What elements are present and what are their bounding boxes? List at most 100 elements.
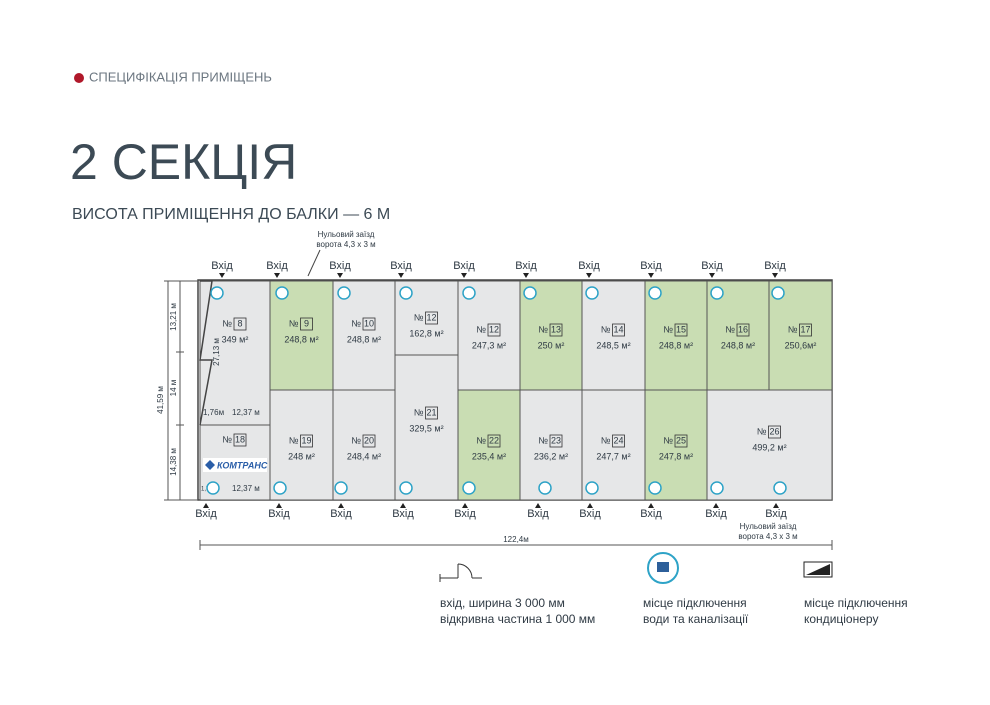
entrance-label: Вхід (701, 260, 723, 272)
room-number-box (362, 317, 376, 331)
title: 2 СЕКЦІЯ (70, 134, 297, 190)
room-no: № (757, 426, 767, 436)
dimension: 41,59 м (156, 386, 165, 414)
entrance-label: Вхід (527, 508, 549, 520)
entrance-label: Вхід (765, 508, 787, 520)
gate-label: Нульовий заїзд (318, 230, 375, 239)
bullet (74, 73, 84, 83)
leader (307, 249, 321, 277)
logo: КОМТРАНС (217, 460, 268, 470)
entrance-arrow (535, 503, 541, 508)
entrance-arrow (203, 503, 209, 508)
room (706, 389, 833, 501)
room-number: 12 (426, 312, 436, 322)
water-point (648, 286, 662, 300)
entrance-arrow (461, 273, 467, 278)
water-point (399, 481, 413, 495)
room-number: 22 (489, 435, 499, 445)
room-area: 247,3 м² (472, 340, 506, 350)
logo-mark (205, 460, 215, 470)
entrance-arrow (338, 503, 344, 508)
room (394, 354, 459, 501)
room-area: 248,4 м² (347, 451, 381, 461)
dimension: 1,76м (203, 408, 224, 417)
room-area: 248,8 м² (721, 340, 755, 350)
dimension: 27,13 м (212, 338, 221, 366)
room-area: 248,8 м² (284, 334, 318, 344)
room-no: № (538, 324, 548, 334)
room-number-box (549, 434, 563, 448)
entrance-arrow (462, 503, 468, 508)
room-number: 17 (800, 324, 810, 334)
logo-bg (203, 458, 267, 472)
water-point (771, 286, 785, 300)
entrance-arrow (713, 503, 719, 508)
room-number: 12 (489, 324, 499, 334)
room-no: № (289, 435, 299, 445)
room-area: 349 м² (222, 334, 249, 344)
entrance-label: Вхід (454, 508, 476, 520)
room (199, 280, 271, 426)
entrance-label: Вхід (392, 508, 414, 520)
room-number-box (425, 406, 438, 420)
room-number-box (674, 323, 688, 337)
room-number: 19 (301, 435, 311, 445)
room-no: № (663, 435, 673, 445)
legend-text: місце підключення (804, 596, 908, 610)
entrance-arrow (773, 503, 779, 508)
entrance-arrow (587, 503, 593, 508)
room-number-box (612, 434, 625, 448)
section-label: СПЕЦИФІКАЦІЯ ПРИМІЩЕНЬ (89, 69, 272, 84)
room-number-box (768, 425, 781, 439)
entrance-label: Вхід (390, 260, 412, 272)
room-area: 250,6м² (785, 340, 817, 350)
room-no: № (601, 435, 611, 445)
room-number: 24 (613, 435, 623, 445)
entrance-arrow (219, 273, 225, 278)
entrance-label: Вхід (453, 260, 475, 272)
entrance-arrow (772, 273, 778, 278)
room-number-box (300, 317, 313, 331)
room-number: 10 (364, 318, 374, 328)
room-no: № (725, 324, 735, 334)
room-number: 25 (676, 435, 686, 445)
gate-label: Нульовий заїзд (740, 522, 797, 531)
water-point (538, 481, 552, 495)
entrance-label: Вхід (640, 260, 662, 272)
room-no: № (476, 324, 486, 334)
room-no: № (289, 318, 299, 328)
room-area: 247,8 м² (659, 451, 693, 461)
entrance-label: Вхід (268, 508, 290, 520)
room-number: 26 (769, 426, 779, 436)
entrance-label: Вхід (330, 508, 352, 520)
dimension: 12,37 м (232, 408, 260, 417)
dimension: 122,4м (503, 535, 529, 544)
entrance-arrow (648, 273, 654, 278)
room-area: 248,8 м² (659, 340, 693, 350)
entrance-label: Вхід (579, 508, 601, 520)
room-area: 248,5 м² (596, 340, 630, 350)
room-no: № (601, 324, 611, 334)
room-number-box (233, 433, 247, 447)
room-no: № (222, 434, 232, 444)
room-number-box (487, 434, 501, 448)
gate-label: ворота 4,3 х 3 м (738, 532, 797, 541)
room (457, 389, 521, 501)
room-number-box (736, 323, 750, 337)
room (519, 280, 583, 391)
room (519, 389, 583, 501)
room-area: 329,5 м² (409, 423, 443, 433)
water-point (334, 481, 348, 495)
room-number-box (487, 323, 501, 337)
room-no: № (414, 407, 424, 417)
legend-text: вхід, ширина 3 000 мм (440, 596, 565, 610)
entrance-arrow (400, 503, 406, 508)
entrance-label: Вхід (515, 260, 537, 272)
room-area: 248,8 м² (347, 334, 381, 344)
water-point (648, 481, 662, 495)
entrance-label: Вхід (195, 508, 217, 520)
water-point (585, 481, 599, 495)
room-no: № (663, 324, 673, 334)
water-point (710, 481, 724, 495)
